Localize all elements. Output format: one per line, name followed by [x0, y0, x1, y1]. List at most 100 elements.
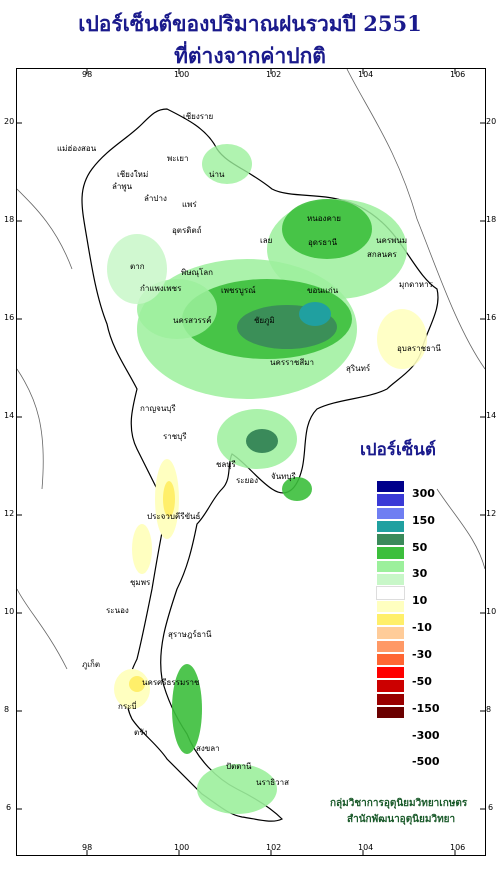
province-label: สุราษฎร์ธานี: [168, 630, 212, 639]
province-label: นครสวรรค์: [173, 316, 212, 325]
province-label: น่าน: [209, 170, 225, 179]
y-tick-left: 8: [4, 705, 10, 714]
legend-swatch: [376, 586, 405, 600]
y-tick-right: 20: [486, 117, 497, 126]
province-label: สงขลา: [196, 744, 220, 753]
legend-swatch: [376, 706, 405, 720]
y-tick-left: 18: [4, 215, 15, 224]
graticule-ticks: [17, 69, 485, 855]
x-tick-top: 104: [358, 70, 374, 79]
y-tick-right: 12: [486, 509, 497, 518]
legend-label: -30: [412, 648, 432, 661]
legend-label: -500: [412, 755, 440, 768]
credit-line-1: กลุ่มวิชาการอุตุนิยมวิทยาเกษตร: [330, 798, 468, 809]
legend-swatch: [376, 546, 405, 560]
y-tick-left: 16: [4, 313, 15, 322]
province-label: ลำพูน: [112, 182, 133, 191]
legend-title: เปอร์เซ็นต์: [360, 440, 436, 460]
y-tick-right: 10: [486, 607, 497, 616]
legend-label: 50: [412, 541, 428, 554]
province-label: สกลนคร: [367, 250, 397, 259]
province-label: ลำปาง: [144, 194, 167, 203]
y-tick-right: 8: [486, 705, 492, 714]
map-frame: [16, 68, 486, 856]
x-tick-bottom: 102: [266, 843, 282, 852]
province-label: ชลบุรี: [216, 460, 236, 469]
legend-swatch: [376, 480, 405, 494]
rainfall-map: [17, 69, 485, 855]
legend-swatch: [376, 559, 405, 574]
y-tick-right: 16: [486, 313, 497, 322]
legend-swatch: [376, 533, 405, 547]
y-tick-left: 10: [4, 607, 15, 616]
legend-swatch: [376, 679, 405, 693]
province-label: อุตรดิตถ์: [172, 226, 202, 235]
province-label: สุรินทร์: [346, 364, 371, 373]
province-label: กาญจนบุรี: [140, 404, 176, 413]
province-label: มุกดาหาร: [399, 280, 433, 289]
x-tick-top: 100: [174, 70, 190, 79]
province-label: เชียงราย: [183, 112, 214, 121]
province-label: เพชรบูรณ์: [221, 286, 256, 295]
province-label: นครพนม: [376, 236, 408, 245]
legend-swatch: [376, 599, 405, 613]
province-label: นครราชสีมา: [270, 358, 314, 367]
province-label: ตรัง: [134, 728, 148, 737]
legend-swatch: [376, 626, 405, 640]
legend-label: -10: [412, 621, 432, 634]
province-label: กำแพงเพชร: [140, 284, 182, 293]
province-label: กระบี่: [118, 702, 137, 711]
province-label: จันทบุรี: [271, 472, 296, 481]
x-tick-bottom: 106: [450, 843, 466, 852]
legend-swatch: [376, 666, 405, 680]
x-tick-bottom: 98: [82, 843, 93, 852]
province-label: ประจวบคีรีขันธ์: [147, 512, 201, 521]
legend-swatch: [376, 652, 405, 667]
province-label: ขอนแก่น: [307, 286, 339, 295]
rainfall-shading: [107, 144, 427, 814]
province-label: อุดรธานี: [308, 238, 338, 247]
legend-swatch: [376, 639, 405, 653]
province-label: อุบลราชธานี: [397, 344, 441, 353]
province-label: เลย: [260, 236, 273, 245]
legend-swatch: [376, 692, 405, 707]
legend-label: 300: [412, 487, 435, 500]
province-label: เชียงใหม่: [117, 170, 149, 179]
province-label: นราธิวาส: [256, 778, 290, 787]
y-tick-left: 6: [6, 803, 12, 812]
province-label: แพร่: [182, 200, 197, 209]
legend-label: -150: [412, 702, 440, 715]
y-tick-left: 12: [4, 509, 15, 518]
legend-swatch: [376, 573, 405, 587]
neighbour-borders: [17, 69, 485, 670]
legend-swatch: [376, 506, 405, 520]
province-label: ชัยภูมิ: [254, 316, 275, 325]
credit-line-2: สำนักพัฒนาอุตุนิยมวิทยา: [347, 814, 456, 825]
province-label: ระนอง: [106, 606, 129, 615]
legend-swatch: [376, 493, 405, 507]
province-label: ชุมพร: [130, 578, 151, 587]
province-label: ปัตตานี: [226, 762, 252, 771]
x-tick-bottom: 100: [174, 843, 190, 852]
x-tick-bottom: 104: [358, 843, 374, 852]
province-label: ตาก: [130, 262, 145, 271]
y-tick-left: 20: [4, 117, 15, 126]
province-label: นครศรีธรรมราช: [142, 678, 200, 687]
x-tick-top: 106: [450, 70, 466, 79]
legend-label: 30: [412, 567, 428, 580]
province-label: พิษณุโลก: [181, 268, 214, 277]
legend-label: 150: [412, 514, 435, 527]
province-label: ภูเก็ต: [82, 660, 101, 669]
y-tick-right: 18: [486, 215, 497, 224]
map-subtitle: ที่ต่างจากค่าปกติ: [174, 43, 326, 68]
province-label: แม่ฮ่องสอน: [57, 144, 97, 153]
legend-label: -300: [412, 729, 440, 742]
province-label: พะเยา: [167, 154, 189, 163]
x-tick-top: 98: [82, 70, 93, 79]
legend-label: 10: [412, 594, 428, 607]
y-tick-left: 14: [4, 411, 15, 420]
province-label: ราชบุรี: [163, 432, 187, 441]
y-tick-right: 14: [486, 411, 497, 420]
province-label: หนองคาย: [307, 214, 341, 223]
y-tick-right: 6: [488, 803, 494, 812]
